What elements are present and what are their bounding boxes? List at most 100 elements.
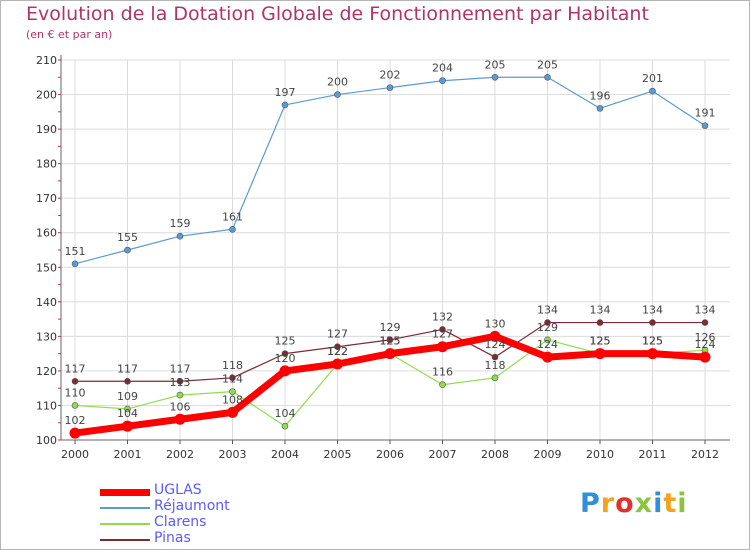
data-label-clarens: 113 [170,376,191,389]
point-clarens [281,422,289,430]
point-rejaumont [386,84,394,91]
data-label-uglas: 102 [65,414,86,427]
data-label-rejaumont: 196 [590,89,611,102]
x-tick-label: 2000 [61,448,89,461]
logo-letter: P [580,488,601,519]
data-label-pinas: 134 [590,304,611,317]
legend-label: Réjaumont [154,498,230,514]
data-label-uglas: 124 [537,338,558,351]
point-uglas [69,427,81,439]
point-rejaumont [439,77,446,85]
series-uglas [69,330,711,439]
legend-item-pinas: Pinas [100,530,300,548]
legend-swatch [100,488,150,496]
data-label-rejaumont: 191 [695,107,716,120]
data-label-uglas: 108 [222,393,243,406]
data-label-pinas: 117 [117,362,138,375]
point-rejaumont [491,73,499,81]
legend-swatch [100,507,150,509]
legend-label: Clarens [154,514,207,530]
data-label-pinas: 125 [275,335,296,348]
point-rejaumont [649,87,656,95]
x-tick-label: 2005 [324,448,352,461]
data-label-rejaumont: 201 [642,72,663,85]
data-label-rejaumont: 205 [537,58,558,71]
x-tick-label: 2012 [691,448,719,461]
data-label-clarens: 122 [327,345,348,358]
point-pinas [544,319,551,326]
point-clarens [71,402,79,409]
data-label-pinas: 118 [222,359,243,372]
point-rejaumont [176,232,184,240]
point-rejaumont [701,122,709,129]
point-pinas [176,377,184,385]
point-uglas [332,358,343,370]
point-uglas [384,348,396,360]
chart-legend: UGLAS Réjaumont Clarens Pinas [100,482,300,548]
point-pinas [71,377,79,385]
data-label-pinas: 127 [327,328,348,341]
point-rejaumont [334,91,341,98]
logo-letter: o [615,488,635,519]
point-pinas [491,353,499,361]
point-rejaumont [124,246,131,254]
point-clarens [124,405,131,413]
x-tick-label: 2002 [166,448,194,461]
data-label-rejaumont: 161 [222,210,243,223]
y-tick-label: 110 [36,399,57,412]
y-tick-label: 120 [36,365,57,378]
data-label-uglas: 125 [642,335,663,348]
x-tick-label: 2010 [586,448,614,461]
logo-letter: t [663,488,678,519]
point-uglas [279,365,291,377]
grid-lines [61,59,730,441]
data-label-clarens: 125 [380,335,401,348]
y-tick-label: 190 [36,123,57,136]
data-label-clarens: 126 [695,331,716,344]
point-clarens [229,388,236,395]
x-tick-label: 2006 [376,448,404,461]
data-label-pinas: 129 [380,321,401,334]
data-label-uglas: 106 [170,400,191,413]
point-clarens [491,374,499,382]
point-clarens [439,381,446,389]
x-tick-label: 2007 [429,448,457,461]
y-tick-label: 100 [36,434,57,447]
data-label-pinas: 117 [65,362,86,375]
axes: 100 110 120 130 140 150 160 170 180 190 200 210 2000… [36,54,730,461]
point-uglas [594,348,606,360]
y-tick-label: 150 [36,261,57,274]
series-rejaumont [71,73,709,268]
data-label-pinas: 134 [642,304,663,317]
x-tick-label: 2011 [639,448,667,461]
data-label-uglas: 120 [275,352,296,365]
point-clarens [544,336,551,344]
data-labels-layer: 151 155 159 161 197 200 202 204 205 205 196 201 191 1… [65,58,716,427]
chart-subtitle: (en € et par an) [26,28,113,41]
point-rejaumont [229,225,236,233]
y-tick-label: 200 [36,89,57,102]
legend-swatch [100,523,150,525]
data-label-clarens: 125 [590,335,611,348]
data-label-pinas: 117 [170,362,191,375]
series-layer [69,73,711,439]
chart-title: Evolution de la Dotation Globale de Fonc… [26,3,649,25]
point-pinas [124,377,131,385]
logo-letter: i [653,488,664,519]
point-uglas [227,406,238,418]
legend-label: UGLAS [154,482,202,498]
data-label-clarens: 125 [642,335,663,348]
point-pinas [386,336,394,344]
data-label-uglas: 122 [327,345,348,358]
point-uglas [489,330,501,342]
point-pinas [281,350,289,357]
point-uglas [122,420,133,432]
data-label-uglas: 124 [695,338,716,351]
point-uglas [699,351,711,363]
legend-swatch [100,539,150,541]
point-uglas [647,348,658,360]
legend-item-uglas: UGLAS [100,482,300,500]
legend-item-clarens: Clarens [100,514,300,532]
